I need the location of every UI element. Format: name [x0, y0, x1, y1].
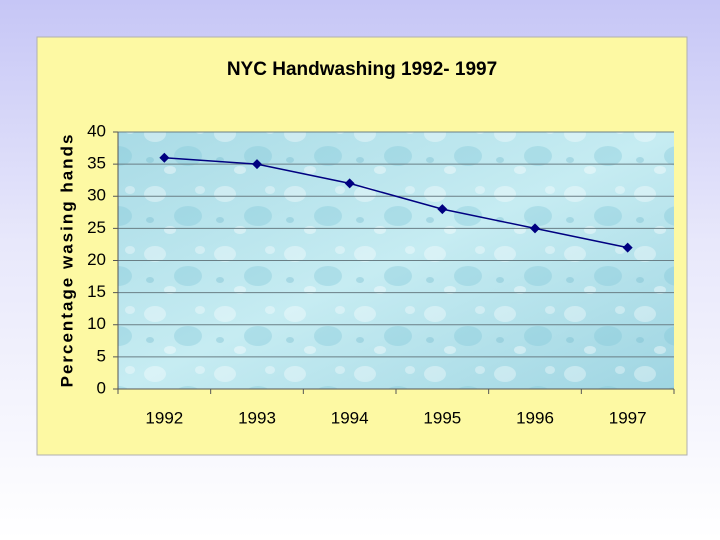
y-axis-label: Percentage wasing hands [57, 133, 76, 388]
x-tick-label: 1997 [609, 408, 647, 427]
y-tick-label: 15 [87, 282, 106, 301]
plot-layer: 0 5 10 15 20 25 30 35 40 1992 1993 1994 1995 1996 1997 [87, 121, 675, 427]
y-tick-label: 35 [87, 154, 106, 173]
y-tick-label: 20 [87, 250, 106, 269]
y-tick-label: 5 [97, 346, 106, 365]
y-tick-label: 0 [97, 378, 106, 397]
data-point [159, 152, 170, 163]
data-point [437, 204, 448, 215]
y-tick-label: 40 [87, 121, 106, 140]
x-tick-label: 1994 [331, 408, 369, 427]
data-point [622, 242, 633, 253]
x-tick-label: 1996 [516, 408, 554, 427]
data-point [344, 178, 355, 189]
y-tick-label: 25 [87, 218, 106, 237]
x-tick-label: 1993 [238, 408, 276, 427]
y-tick-label: 30 [87, 186, 106, 205]
data-point [252, 159, 262, 170]
y-tick-label: 10 [87, 314, 106, 333]
x-tick-label: 1992 [145, 408, 183, 427]
data-point [530, 223, 540, 234]
data-line [164, 156, 628, 249]
x-tick-label: 1995 [423, 408, 461, 427]
chart-title: NYC Handwashing 1992- 1997 [227, 59, 497, 80]
